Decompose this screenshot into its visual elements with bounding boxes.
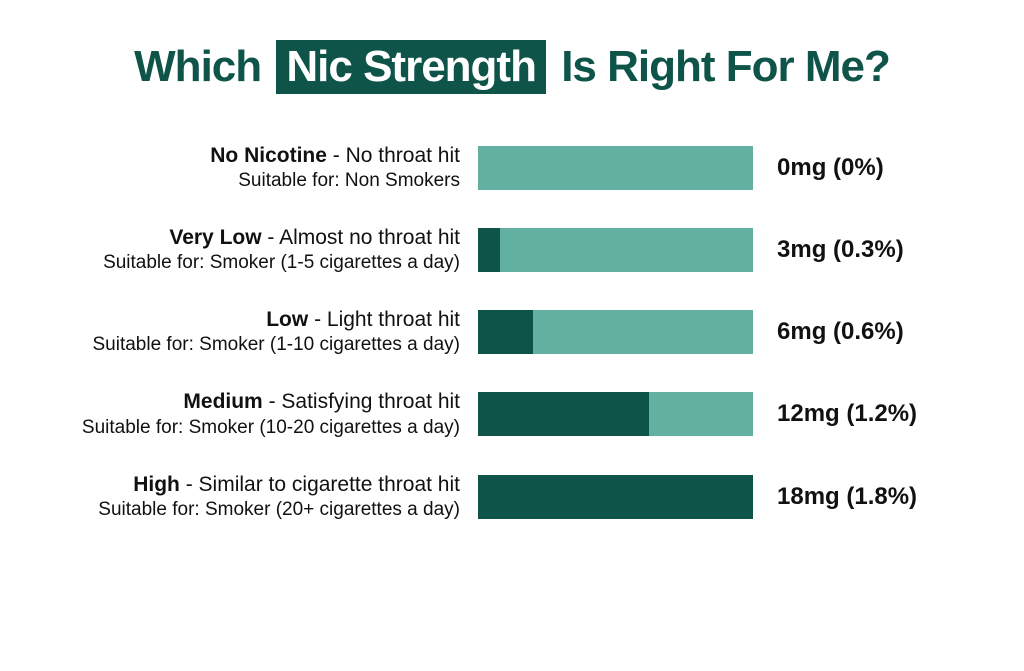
strength-bar-fill [478,392,649,436]
row-separator: - [327,144,346,167]
title-pre: Which [134,42,261,91]
row-level: High [133,473,180,496]
row-suitable: Suitable for: Smoker (1-10 cigarettes a … [50,334,460,356]
strength-row: Low - Light throat hitSuitable for: Smok… [50,308,974,356]
row-line1: Very Low - Almost no throat hit [50,226,460,250]
strength-bar [478,475,753,519]
row-throat: Satisfying throat hit [281,390,460,413]
row-level: No Nicotine [210,144,327,167]
row-line1: Low - Light throat hit [50,308,460,332]
row-throat: No throat hit [346,144,460,167]
row-suitable: Suitable for: Smoker (1-5 cigarettes a d… [50,252,460,274]
row-suitable: Suitable for: Smoker (20+ cigarettes a d… [50,499,460,521]
strength-bar-fill [478,228,500,272]
strength-bar [478,146,753,190]
row-level: Medium [183,390,262,413]
row-description: Low - Light throat hitSuitable for: Smok… [50,308,460,356]
page-title: Which Nic Strength Is Right For Me? [50,40,974,94]
row-description: No Nicotine - No throat hitSuitable for:… [50,144,460,192]
strength-row: Very Low - Almost no throat hitSuitable … [50,226,974,274]
row-throat: Light throat hit [327,308,460,331]
row-separator: - [263,390,282,413]
title-highlight: Nic Strength [276,40,546,94]
strength-bar [478,310,753,354]
row-suitable: Suitable for: Smoker (10-20 cigarettes a… [50,417,460,439]
strength-bar [478,392,753,436]
row-level: Low [266,308,308,331]
strength-bar-fill [478,475,753,519]
row-separator: - [262,226,280,249]
row-value: 12mg (1.2%) [771,400,917,428]
row-value: 0mg (0%) [771,154,884,182]
row-level: Very Low [169,226,261,249]
strength-row: No Nicotine - No throat hitSuitable for:… [50,144,974,192]
row-description: Medium - Satisfying throat hit Suitable f… [50,390,460,438]
row-line1: Medium - Satisfying throat hit [50,390,460,414]
row-throat: Similar to cigarette throat hit [199,473,460,496]
row-separator: - [308,308,327,331]
row-value: 6mg (0.6%) [771,318,904,346]
strength-row: Medium - Satisfying throat hit Suitable f… [50,390,974,438]
strength-bar [478,228,753,272]
row-line1: High - Similar to cigarette throat hit [50,473,460,497]
strength-row: High - Similar to cigarette throat hitSu… [50,473,974,521]
row-suitable: Suitable for: Non Smokers [50,170,460,192]
row-description: Very Low - Almost no throat hitSuitable … [50,226,460,274]
row-line1: No Nicotine - No throat hit [50,144,460,168]
row-separator: - [180,473,199,496]
row-value: 18mg (1.8%) [771,483,917,511]
row-throat: Almost no throat hit [279,226,460,249]
strength-rows: No Nicotine - No throat hitSuitable for:… [50,144,974,521]
row-value: 3mg (0.3%) [771,236,904,264]
row-description: High - Similar to cigarette throat hitSu… [50,473,460,521]
strength-bar-fill [478,310,533,354]
title-post: Is Right For Me? [561,42,890,91]
